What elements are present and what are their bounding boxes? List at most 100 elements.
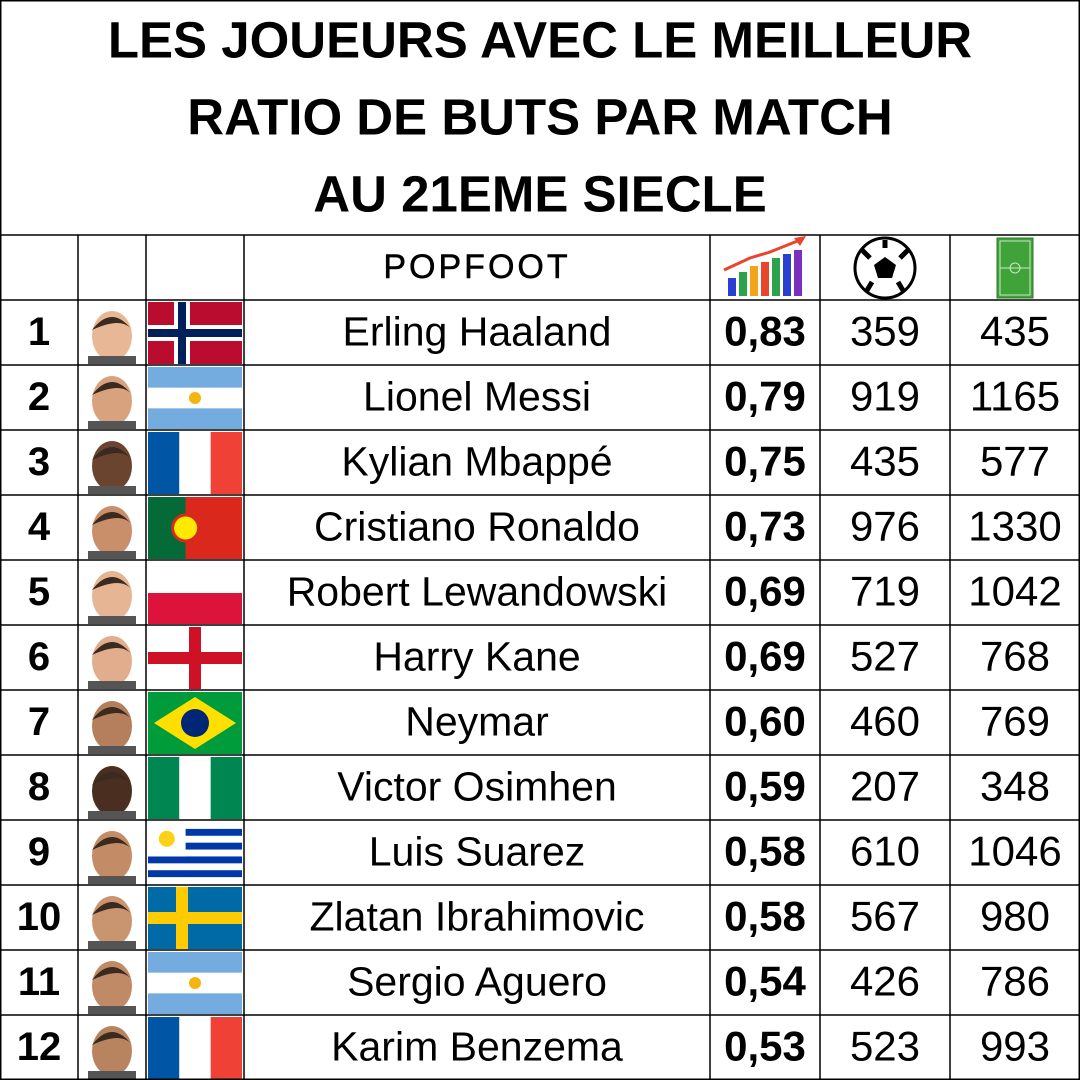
goals: 523 [850, 1023, 920, 1070]
player-shirt [88, 876, 136, 884]
player-shirt [88, 421, 136, 429]
player-name: Victor Osimhen [337, 763, 617, 809]
ratio: 0,60 [724, 698, 806, 745]
flag-part [158, 830, 175, 847]
matches: 1042 [968, 568, 1061, 615]
flag [148, 432, 242, 494]
flag-part [148, 652, 242, 664]
rank: 4 [28, 505, 51, 549]
player-hair [92, 967, 132, 980]
flag-part [181, 709, 209, 737]
goals: 435 [850, 438, 920, 485]
goals-icon [853, 236, 917, 300]
flag-part [148, 1017, 180, 1079]
flag-part [148, 593, 242, 624]
player-hair [92, 1032, 132, 1045]
flag [148, 757, 242, 819]
rank: 12 [17, 1025, 62, 1069]
flag-part [210, 757, 242, 819]
goals: 976 [850, 503, 920, 550]
rank: 6 [28, 635, 50, 679]
ratio: 0,75 [724, 438, 806, 485]
ratio: 0,54 [724, 958, 806, 1005]
flag-part [179, 757, 211, 819]
player-name: Karim Benzema [331, 1023, 623, 1069]
flag [148, 497, 242, 559]
player-hair [92, 382, 132, 395]
flag [148, 562, 242, 624]
flag-part [148, 870, 242, 878]
ratio: 0,69 [724, 633, 806, 680]
player-shirt [88, 811, 136, 819]
ratio: 0,73 [724, 503, 806, 550]
flag-part [210, 432, 242, 494]
rank: 9 [28, 830, 50, 874]
rank: 1 [28, 310, 50, 354]
player-name: Kylian Mbappé [341, 438, 612, 484]
flag [148, 367, 242, 429]
matches: 435 [980, 308, 1050, 355]
flag-part [148, 562, 242, 593]
rank: 2 [28, 375, 50, 419]
flag [148, 822, 242, 884]
goals: 610 [850, 828, 920, 875]
player-shirt [88, 746, 136, 754]
player-hair [92, 902, 132, 915]
player-name: Harry Kane [373, 633, 580, 679]
matches: 348 [980, 763, 1050, 810]
goals: 719 [850, 568, 920, 615]
player-hair [92, 317, 132, 330]
player-name: Erling Haaland [343, 308, 612, 354]
title-line: LES JOUEURS AVEC LE MEILLEUR [108, 11, 972, 68]
matches: 1046 [968, 828, 1061, 875]
flag-part [189, 977, 201, 989]
player-name: Cristiano Ronaldo [314, 503, 640, 549]
ratio: 0,58 [724, 828, 806, 875]
matches: 577 [980, 438, 1050, 485]
flag-part [179, 432, 211, 494]
ratio: 0,58 [724, 893, 806, 940]
player-name: Zlatan Ibrahimovic [310, 893, 645, 939]
rank: 8 [28, 765, 50, 809]
matches: 768 [980, 633, 1050, 680]
goals: 919 [850, 373, 920, 420]
player-shirt [88, 1006, 136, 1014]
player-name: Lionel Messi [363, 373, 591, 419]
flag-part [179, 1017, 211, 1079]
ratio: 0,79 [724, 373, 806, 420]
player-shirt [88, 486, 136, 494]
player-hair [92, 837, 132, 850]
player-hair [92, 642, 132, 655]
player-name: Robert Lewandowski [287, 568, 668, 614]
rank: 3 [28, 440, 50, 484]
player-name: Luis Suarez [369, 828, 586, 874]
flag-part [171, 513, 201, 543]
player-shirt [88, 356, 136, 364]
matches: 786 [980, 958, 1050, 1005]
goals: 207 [850, 763, 920, 810]
flag [148, 1017, 242, 1079]
flag [148, 692, 242, 754]
goals: 460 [850, 698, 920, 745]
flag-part [148, 432, 180, 494]
matches-icon [996, 237, 1034, 299]
player-shirt [88, 616, 136, 624]
rank: 10 [17, 895, 62, 939]
player-name: Neymar [405, 698, 549, 744]
player-shirt [88, 1071, 136, 1079]
player-hair [92, 707, 132, 720]
matches: 769 [980, 698, 1050, 745]
ratio: 0,69 [724, 568, 806, 615]
flag-part [148, 856, 242, 864]
matches: 993 [980, 1023, 1050, 1070]
flag-part [148, 842, 242, 850]
player-hair [92, 512, 132, 525]
matches: 980 [980, 893, 1050, 940]
goals: 359 [850, 308, 920, 355]
goals: 567 [850, 893, 920, 940]
player-name: Sergio Aguero [347, 958, 607, 1004]
ratio: 0,53 [724, 1023, 806, 1070]
flag-part [148, 912, 242, 924]
ratio: 0,59 [724, 763, 806, 810]
